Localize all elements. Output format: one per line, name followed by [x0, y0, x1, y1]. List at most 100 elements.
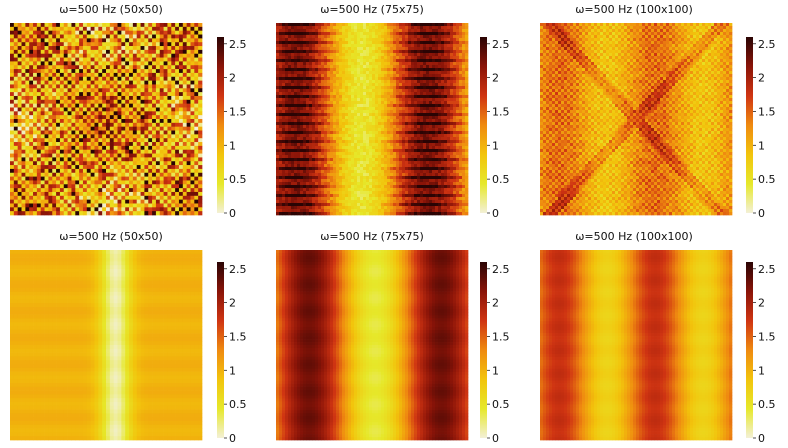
- heatmap-cell: [37, 58, 41, 62]
- heatmap-cell: [423, 26, 426, 29]
- heatmap-cell: [71, 92, 75, 96]
- heatmap-cell: [56, 131, 60, 135]
- heatmap-cell: [384, 29, 387, 32]
- heatmap-cell: [156, 134, 160, 138]
- heatmap-cell: [79, 131, 83, 135]
- heatmap-cell: [300, 23, 303, 26]
- heatmap-cell: [309, 71, 312, 74]
- heatmap-cell: [294, 65, 297, 68]
- heatmap-cell: [327, 38, 330, 41]
- heatmap-cell: [64, 146, 68, 150]
- heatmap-cell: [18, 107, 22, 111]
- heatmap-cell: [156, 154, 160, 158]
- heatmap-cell: [194, 31, 198, 35]
- heatmap-cell: [306, 38, 309, 41]
- heatmap-cell: [402, 35, 405, 38]
- heatmap-cell: [285, 62, 288, 65]
- heatmap-cell: [426, 41, 429, 44]
- heatmap-cell: [183, 23, 187, 27]
- heatmap-cell: [91, 50, 95, 54]
- heatmap-cell: [160, 73, 164, 77]
- heatmap-cell: [179, 150, 183, 154]
- heatmap-cell: [75, 157, 79, 161]
- colorbar-tick-label: 1.5: [229, 105, 247, 118]
- heatmap-cell: [345, 68, 348, 71]
- heatmap-cell: [98, 134, 102, 138]
- heatmap-cell: [64, 50, 68, 54]
- heatmap-cell: [71, 131, 75, 135]
- heatmap-cell: [402, 26, 405, 29]
- heatmap-cell: [171, 23, 175, 27]
- heatmap-cell: [378, 59, 381, 62]
- heatmap-cell: [25, 88, 29, 92]
- heatmap-cell: [345, 65, 348, 68]
- heatmap-cell: [183, 177, 187, 181]
- heatmap-cell: [276, 44, 279, 47]
- heatmap-cell: [160, 146, 164, 150]
- heatmap-cell: [133, 96, 137, 100]
- heatmap-cell: [375, 44, 378, 47]
- heatmap-cell: [83, 188, 87, 192]
- heatmap-cell: [29, 42, 33, 46]
- heatmap-cell: [133, 188, 137, 192]
- heatmap-cell: [10, 134, 14, 138]
- heatmap-cell: [294, 26, 297, 29]
- heatmap-cell: [183, 111, 187, 115]
- heatmap-cell: [456, 56, 459, 59]
- heatmap-cell: [342, 71, 345, 74]
- heatmap-cell: [129, 131, 133, 135]
- heatmap-cell: [378, 44, 381, 47]
- heatmap-cell: [48, 131, 52, 135]
- heatmap-cell: [194, 192, 198, 196]
- heatmap-cell: [160, 46, 164, 50]
- heatmap-cell: [390, 62, 393, 65]
- heatmap-cell: [309, 38, 312, 41]
- heatmap-cell: [336, 35, 339, 38]
- heatmap-cell: [291, 68, 294, 71]
- heatmap-cell: [167, 111, 171, 115]
- heatmap-cell: [114, 211, 118, 215]
- heatmap-cell: [152, 58, 156, 62]
- heatmap-cell: [438, 29, 441, 32]
- heatmap-cell: [98, 180, 102, 184]
- heatmap-cell: [312, 38, 315, 41]
- heatmap-cell: [129, 169, 133, 173]
- heatmap-cell: [37, 61, 41, 65]
- heatmap-cell: [10, 38, 14, 42]
- heatmap-cell: [18, 115, 22, 119]
- heatmap-cell: [41, 134, 45, 138]
- heatmap-cell: [444, 59, 447, 62]
- heatmap-cell: [22, 200, 26, 204]
- heatmap-cell: [171, 73, 175, 77]
- heatmap-cell: [324, 71, 327, 74]
- heatmap-cell: [198, 65, 202, 69]
- heatmap-cell: [22, 184, 26, 188]
- heatmap-cell: [37, 207, 41, 211]
- heatmap-cell: [282, 68, 285, 71]
- heatmap-cell: [175, 192, 179, 196]
- heatmap-cell: [312, 71, 315, 74]
- heatmap-cell: [384, 62, 387, 65]
- heatmap-cell: [408, 38, 411, 41]
- heatmap-cell: [41, 157, 45, 161]
- heatmap-cell: [133, 196, 137, 200]
- heatmap-cell: [114, 46, 118, 50]
- heatmap-cell: [152, 84, 156, 88]
- heatmap-cell: [164, 23, 168, 27]
- heatmap-cell: [114, 100, 118, 104]
- heatmap-cell: [83, 100, 87, 104]
- heatmap-cell: [18, 84, 22, 88]
- heatmap-cell: [336, 65, 339, 68]
- heatmap-cell: [98, 84, 102, 88]
- heatmap-cell: [366, 35, 369, 38]
- heatmap-cell: [167, 203, 171, 207]
- heatmap-cell: [354, 41, 357, 44]
- heatmap-cell: [339, 41, 342, 44]
- heatmap-cell: [390, 44, 393, 47]
- heatmap-cell: [83, 146, 87, 150]
- heatmap-cell: [294, 68, 297, 71]
- heatmap-cell: [187, 184, 191, 188]
- heatmap-cell: [303, 71, 306, 74]
- heatmap-cell: [56, 50, 60, 54]
- heatmap-cell: [52, 27, 56, 31]
